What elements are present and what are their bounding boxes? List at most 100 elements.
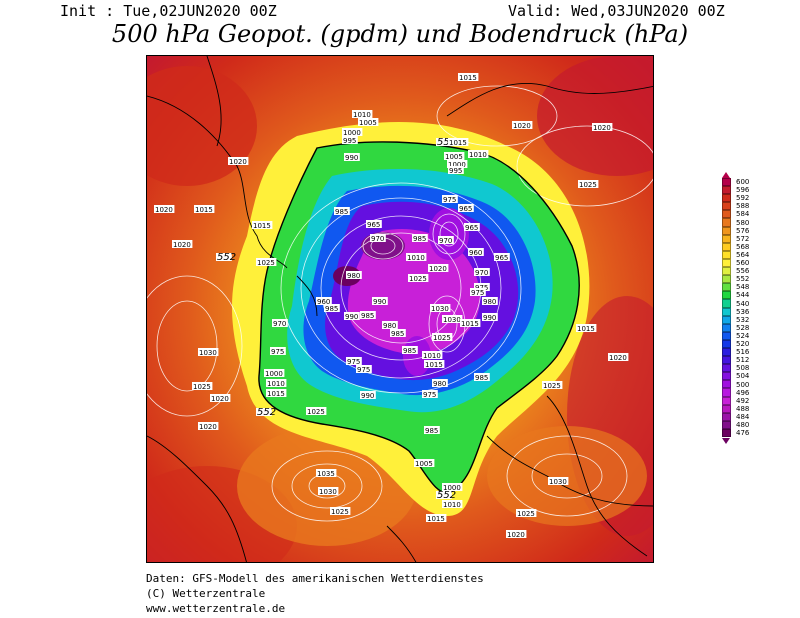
pressure-label-box	[482, 313, 498, 321]
pressure-label-box	[406, 253, 427, 261]
pressure-label-box	[172, 240, 193, 248]
pressure-label-box	[436, 491, 452, 499]
pressure-label: 985	[475, 374, 488, 382]
pressure-label-box	[352, 110, 373, 118]
pressure-label-box	[154, 205, 175, 213]
pressure-label: 990	[483, 314, 496, 322]
legend-level-label: 600	[736, 178, 750, 186]
pressure-label-box	[474, 283, 490, 291]
legend-level-label: 568	[736, 242, 750, 251]
pressure-label-box	[272, 319, 288, 327]
legend-level-label: 492	[736, 396, 750, 405]
pressure-label-box	[436, 138, 452, 146]
legend-level-label: 508	[736, 364, 750, 373]
pressure-label-box	[424, 426, 440, 434]
pressure-label: 1020	[513, 122, 531, 130]
pressure-label-box	[516, 509, 537, 517]
legend-level-label: 528	[736, 323, 750, 332]
pressure-label: 975	[443, 196, 456, 204]
legend-level-label: 576	[736, 226, 750, 235]
footer-url[interactable]: www.wetterzentrale.de	[146, 602, 286, 615]
pressure-label: 990	[361, 392, 374, 400]
pressure-label-box	[210, 394, 231, 402]
pressure-label-box	[422, 390, 438, 398]
pressure-label-box	[442, 315, 463, 323]
pressure-label: 1010	[353, 111, 371, 119]
pressure-label-box	[428, 264, 449, 272]
legend-level-label: 476	[736, 429, 750, 438]
pressure-label-box	[458, 204, 474, 212]
pressure-label: 970	[475, 269, 488, 277]
pressure-label: 975	[471, 289, 484, 297]
pressure-label: 1015	[427, 515, 445, 523]
pressure-label-box	[252, 221, 273, 229]
legend-swatch	[722, 388, 731, 397]
legend-level-label: 480	[736, 421, 750, 429]
color-legend: 600 596 592 588 584 580 576 572 568 564 560 556 552 5…	[718, 172, 798, 444]
pressure-label: 975	[357, 366, 370, 374]
pressure-label: 970	[273, 320, 286, 328]
legend-level-label: 520	[736, 340, 750, 348]
legend-swatch	[722, 331, 731, 340]
pressure-label: 1025	[543, 382, 561, 390]
pressure-label: 980	[433, 380, 446, 388]
legend-swatch	[722, 412, 731, 421]
pressure-label-box	[346, 271, 362, 279]
pressure-label-box	[474, 373, 490, 381]
pressure-label: 1015	[195, 206, 213, 214]
legend-level-label: 584	[736, 210, 750, 219]
pressure-label: 985	[325, 305, 338, 313]
pressure-label: 1025	[409, 275, 427, 283]
pressure-label: 990	[345, 313, 358, 321]
legend-level-label: 596	[736, 186, 750, 195]
pressure-label-box	[372, 297, 388, 305]
pressure-label-box	[256, 408, 272, 416]
pressure-label: 1020	[593, 124, 611, 132]
pressure-label: 1005	[359, 119, 377, 127]
weather-map: 1015 1010 1005 1000 995 990 552 1015 1010 1005 100…	[146, 55, 654, 563]
pressure-label-box	[360, 391, 376, 399]
legend-swatch	[722, 275, 731, 284]
pressure-label: 1030	[443, 316, 461, 324]
pressure-label: 1015	[461, 320, 479, 328]
legend-swatch	[722, 218, 731, 227]
legend-swatch	[722, 210, 731, 219]
pressure-label: 985	[413, 235, 426, 243]
pressure-label: 990	[373, 298, 386, 306]
isobars	[147, 85, 653, 522]
pressure-label: 1015	[577, 325, 595, 333]
legend-swatch	[722, 315, 731, 324]
pressure-label: 1020	[507, 531, 525, 539]
pressure-label-box	[447, 160, 468, 168]
pressure-label: 980	[347, 272, 360, 280]
pressure-label-box	[270, 347, 286, 355]
pressure-label-box	[414, 459, 435, 467]
pressure-label-box	[192, 382, 213, 390]
pressure-label-box	[356, 365, 372, 373]
pressure-label-box	[266, 389, 287, 397]
pressure-label: 1020	[211, 395, 229, 403]
legend-level-label: 500	[736, 380, 750, 389]
legend-swatch	[722, 186, 731, 195]
footer-copyright: (C) Wetterzentrale	[146, 587, 266, 600]
pressure-label-box	[448, 166, 464, 174]
legend-swatch	[722, 178, 731, 187]
legend-swatch	[722, 250, 731, 259]
pressure-label: 1025	[307, 408, 325, 416]
pressure-label: 970	[439, 237, 452, 245]
legend-level-label: 516	[736, 348, 750, 357]
pressure-label: 1010	[423, 352, 441, 360]
legend-level-label: 536	[736, 307, 750, 316]
pressure-label-box	[464, 223, 480, 231]
legend-swatch	[722, 242, 731, 251]
pressure-label-box	[316, 469, 337, 477]
map-canvas: 1015101010051000995990552101510101005100…	[147, 56, 653, 562]
pressure-label-box	[494, 253, 510, 261]
low-center	[429, 208, 469, 260]
pressure-label-box	[470, 288, 486, 296]
pressure-label: 1010	[469, 151, 487, 159]
pressure-label: 1025	[517, 510, 535, 518]
legend-level-label: 496	[736, 388, 750, 397]
legend-swatch	[722, 234, 731, 243]
pressure-label: 1025	[579, 181, 597, 189]
